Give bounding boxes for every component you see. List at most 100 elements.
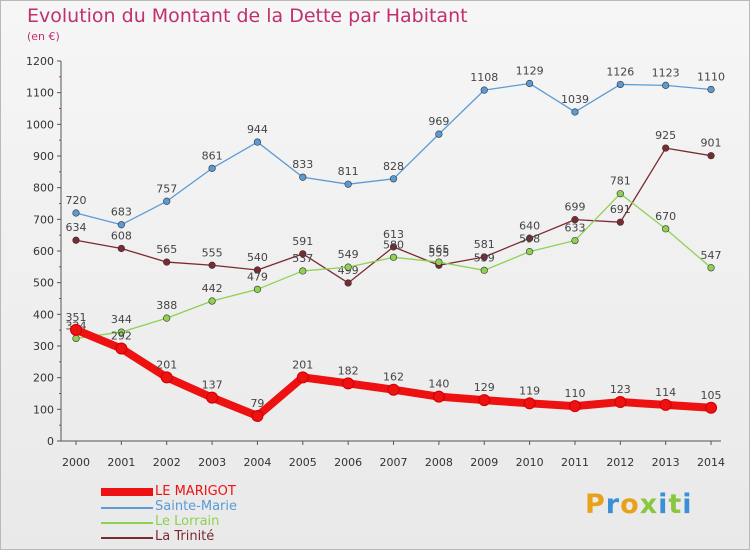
data-label: 944 xyxy=(247,123,268,136)
x-tick-label: 2002 xyxy=(153,456,181,469)
data-label: 613 xyxy=(383,228,404,241)
data-point xyxy=(525,248,534,256)
data-label: 79 xyxy=(250,397,264,410)
x-tick-label: 2013 xyxy=(652,456,680,469)
x-tick-label: 2005 xyxy=(289,456,317,469)
data-point xyxy=(705,401,718,414)
data-label: 633 xyxy=(564,222,585,235)
x-tick-label: 2000 xyxy=(62,456,90,469)
data-label: 110 xyxy=(564,387,585,400)
data-point xyxy=(163,258,171,266)
brand-logo: Proxiti xyxy=(585,489,693,520)
data-label: 781 xyxy=(610,175,631,188)
x-tick-label: 2006 xyxy=(334,456,362,469)
data-label: 1108 xyxy=(470,71,498,84)
data-point xyxy=(568,400,581,413)
data-label: 114 xyxy=(655,386,676,399)
y-tick-label: 200 xyxy=(33,372,54,385)
data-point xyxy=(389,243,398,251)
data-point xyxy=(208,297,216,305)
data-label: 565 xyxy=(156,243,177,256)
x-tick-label: 2010 xyxy=(516,456,544,469)
data-label: 344 xyxy=(111,313,132,326)
y-tick-label: 1200 xyxy=(26,55,54,68)
data-point xyxy=(525,79,534,88)
x-tick-label: 2009 xyxy=(470,456,498,469)
data-point xyxy=(208,261,216,269)
x-tick-label: 2008 xyxy=(425,456,453,469)
data-point xyxy=(344,263,352,271)
data-point xyxy=(72,209,80,217)
data-label: 555 xyxy=(428,246,449,259)
data-label: 129 xyxy=(474,381,495,394)
data-label: 925 xyxy=(655,129,676,142)
data-label: 608 xyxy=(111,229,132,242)
data-label: 861 xyxy=(202,149,223,162)
data-label: 691 xyxy=(610,203,631,216)
data-point xyxy=(571,108,579,116)
data-label: 442 xyxy=(202,282,223,295)
data-point xyxy=(163,197,171,205)
data-point xyxy=(115,342,128,355)
data-label: 123 xyxy=(610,383,631,396)
data-label: 479 xyxy=(247,270,268,283)
data-point xyxy=(253,138,262,146)
data-label: 549 xyxy=(338,248,359,261)
data-label: 540 xyxy=(247,251,268,264)
data-point xyxy=(253,285,262,293)
data-label: 140 xyxy=(428,378,449,391)
data-point xyxy=(659,398,672,411)
data-point xyxy=(707,85,715,94)
data-point xyxy=(707,152,715,160)
data-label: 539 xyxy=(474,251,495,264)
data-label: 1039 xyxy=(561,93,589,106)
y-tick-label: 400 xyxy=(33,308,54,321)
data-label: 351 xyxy=(66,311,87,324)
data-point xyxy=(72,236,80,244)
data-label: 699 xyxy=(564,201,585,214)
data-point xyxy=(342,377,355,390)
x-tick-label: 2014 xyxy=(697,456,725,469)
data-point xyxy=(253,266,262,274)
data-point xyxy=(299,267,307,275)
data-label: 1126 xyxy=(606,65,634,78)
data-point xyxy=(478,394,491,407)
data-point xyxy=(435,258,443,266)
data-label: 591 xyxy=(292,235,313,248)
data-point xyxy=(616,218,624,226)
data-label: 162 xyxy=(383,371,404,384)
data-label: 828 xyxy=(383,160,404,173)
data-label: 388 xyxy=(156,299,177,312)
data-point xyxy=(72,334,80,343)
legend-label: La Trinité xyxy=(155,529,215,544)
chart-unit-label: (en €) xyxy=(27,30,60,43)
data-point xyxy=(117,221,125,229)
chart-title: Evolution du Montant de la Dette par Hab… xyxy=(27,5,468,27)
data-label: 634 xyxy=(66,221,87,234)
legend-swatch xyxy=(101,522,153,524)
data-label: 640 xyxy=(519,219,540,232)
data-point xyxy=(525,234,534,242)
data-label: 598 xyxy=(519,233,540,246)
x-tick-label: 2001 xyxy=(107,456,135,469)
data-point xyxy=(344,180,352,188)
x-tick-label: 2012 xyxy=(606,456,634,469)
y-tick-label: 1100 xyxy=(26,87,54,100)
data-point xyxy=(480,86,488,94)
data-label: 580 xyxy=(383,238,404,251)
data-label: 137 xyxy=(202,379,223,392)
legend-swatch xyxy=(101,488,153,496)
data-point xyxy=(616,80,624,89)
data-point xyxy=(389,175,398,183)
data-label: 201 xyxy=(292,358,313,371)
y-tick-label: 300 xyxy=(33,340,54,353)
data-point xyxy=(432,390,445,403)
data-point xyxy=(117,328,125,336)
data-label: 201 xyxy=(156,358,177,371)
y-tick-label: 900 xyxy=(33,150,54,163)
data-label: 555 xyxy=(202,246,223,259)
data-label: 683 xyxy=(111,206,132,219)
data-point xyxy=(662,81,670,89)
data-label: 811 xyxy=(338,165,359,178)
